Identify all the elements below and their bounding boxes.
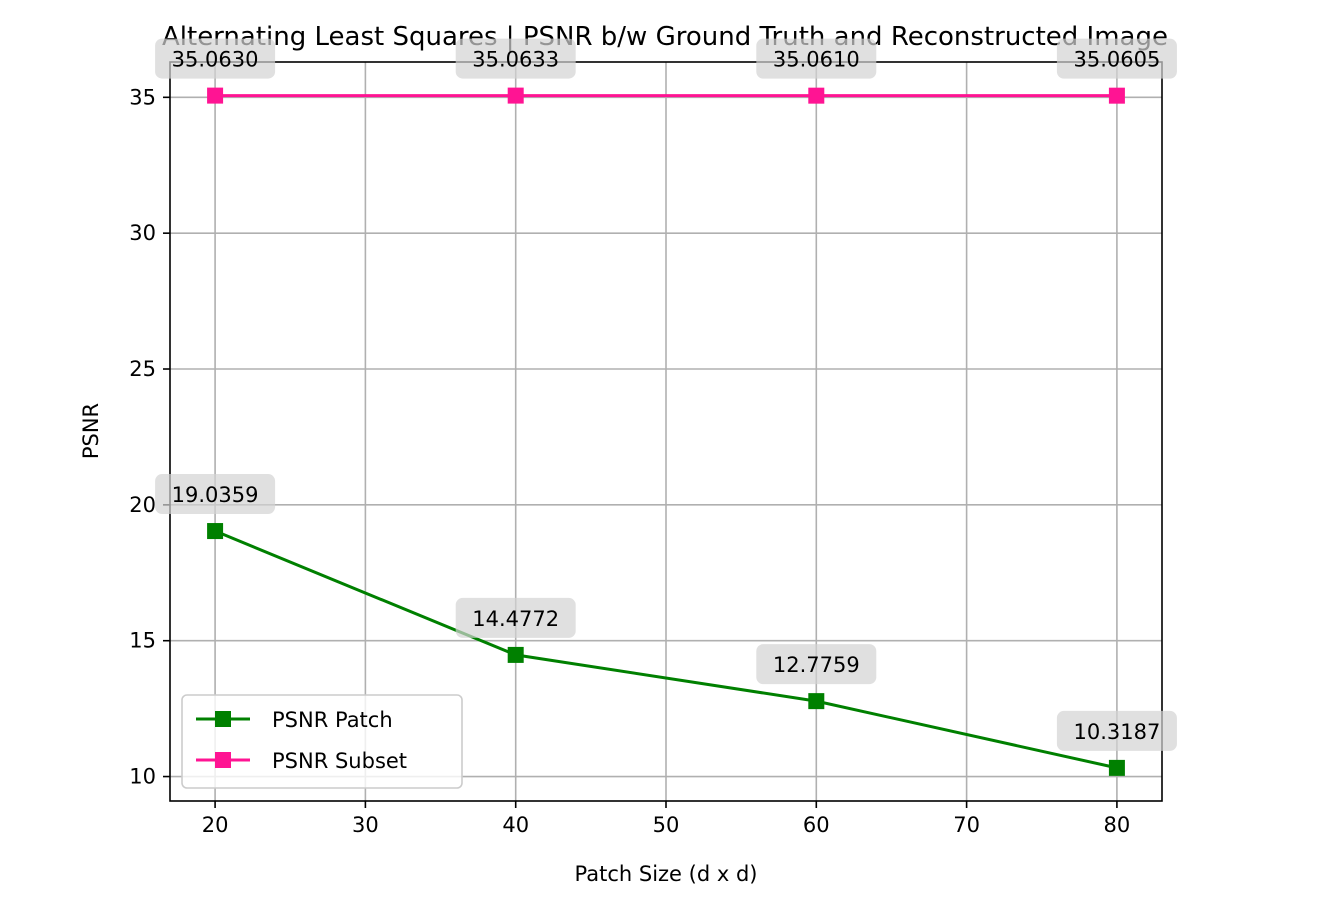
data-label: 35.0633 — [472, 48, 559, 72]
data-point-marker — [207, 87, 224, 104]
data-labels: 19.0359 14.4772 12.7759 10.3187 35.0630 35.06… — [155, 38, 1177, 751]
data-label: 35.0630 — [172, 48, 259, 72]
x-tick-label: 60 — [803, 813, 830, 837]
data-label-box — [1056, 710, 1177, 751]
y-tick-label: 10 — [129, 765, 156, 789]
axis-ticks: 20 30 40 50 60 70 80 10 15 20 25 30 35 — [129, 85, 1130, 837]
data-point-marker — [507, 646, 524, 663]
series-layer — [207, 87, 1125, 776]
chart-title: Alternating Least Squares | PSNR b/w Gro… — [162, 22, 1168, 52]
data-label: 35.0610 — [773, 48, 860, 72]
y-tick-label: 25 — [129, 357, 156, 381]
data-label-box — [1056, 38, 1177, 79]
data-label-box — [756, 38, 877, 79]
data-point-marker — [1108, 87, 1125, 104]
legend: PSNR Patch PSNR Subset — [181, 694, 463, 789]
x-tick-label: 30 — [352, 813, 379, 837]
data-label: 12.7759 — [773, 653, 860, 677]
y-tick-label: 20 — [129, 493, 156, 517]
x-tick-label: 50 — [653, 813, 680, 837]
legend-box — [181, 694, 463, 789]
data-point-marker — [1108, 759, 1125, 776]
legend-marker-1 — [215, 752, 231, 768]
x-tick-label: 70 — [953, 813, 980, 837]
y-axis-label: PSNR — [79, 403, 103, 459]
x-tick-label: 80 — [1104, 813, 1131, 837]
data-label-box — [155, 474, 276, 515]
data-label: 19.0359 — [172, 483, 259, 507]
y-tick-label: 15 — [129, 629, 156, 653]
y-tick-label: 30 — [129, 221, 156, 245]
data-label: 35.0605 — [1073, 48, 1160, 72]
x-axis-label: Patch Size (d x d) — [575, 862, 758, 886]
grid — [170, 62, 1162, 801]
data-label-box — [455, 597, 576, 638]
y-tick-label: 35 — [129, 85, 156, 109]
data-point-marker — [207, 523, 224, 540]
data-label-box — [756, 644, 877, 685]
data-point-marker — [808, 693, 825, 710]
x-tick-label: 20 — [202, 813, 229, 837]
data-label: 14.4772 — [472, 607, 559, 631]
data-label: 10.3187 — [1073, 720, 1160, 744]
legend-label-0: PSNR Patch — [272, 708, 393, 732]
data-label-box — [155, 38, 276, 79]
legend-marker-0 — [215, 711, 231, 727]
x-tick-label: 40 — [502, 813, 529, 837]
data-label-box — [455, 38, 576, 79]
data-point-marker — [808, 87, 825, 104]
legend-label-1: PSNR Subset — [272, 749, 407, 773]
series-line-0 — [214, 529, 1118, 770]
data-point-marker — [507, 87, 524, 104]
